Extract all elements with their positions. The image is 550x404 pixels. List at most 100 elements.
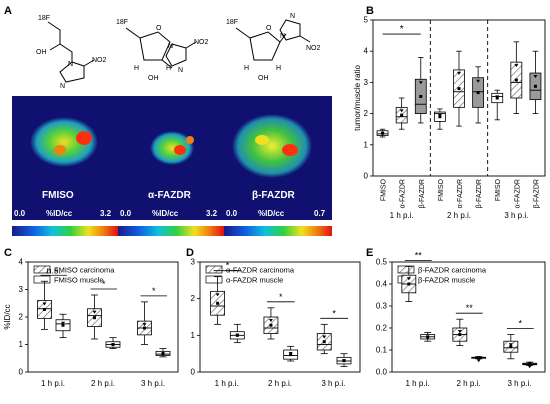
beta-n2: N bbox=[290, 13, 295, 20]
b-frame bbox=[372, 19, 546, 177]
b-box-2-1-mean bbox=[514, 78, 518, 82]
e-ytick-label: 0.5 bbox=[376, 258, 388, 267]
c-box-carcinoma-1-point bbox=[92, 310, 97, 314]
beta-f-label: 18F bbox=[226, 19, 238, 26]
b-category-label: α-FAZDR bbox=[400, 179, 407, 208]
d-ytick-label: 1 bbox=[191, 331, 196, 340]
d-legend-swatch bbox=[205, 265, 223, 274]
d-frame bbox=[199, 261, 361, 373]
b-category-label: β-FAZDR bbox=[419, 179, 426, 208]
d-group-label: 1 h p.i. bbox=[215, 379, 239, 388]
fmiso-image-title: FMISO bbox=[42, 190, 74, 201]
pet-image-beta-fazdr bbox=[224, 96, 332, 236]
alpha-no2: NO2 bbox=[194, 39, 209, 46]
alpha-cbar-max: 3.2 bbox=[206, 209, 218, 218]
d-legend-label: α-FAZDR carcinoma bbox=[226, 266, 295, 275]
beta-no2: NO2 bbox=[306, 45, 321, 52]
e-sig-label: ** bbox=[466, 303, 474, 313]
c-ytick-label: 1 bbox=[19, 340, 24, 349]
c-box-carcinoma-0-point bbox=[42, 302, 47, 306]
fmiso-n1: N bbox=[68, 61, 73, 68]
fmiso-cbar-unit: %ID/cc bbox=[46, 209, 73, 218]
e-legend-swatch bbox=[397, 265, 415, 274]
b-box-1-1-point bbox=[457, 71, 461, 75]
e-group-label: 3 h p.i. bbox=[507, 379, 531, 388]
e-ytick-label: 0.3 bbox=[376, 302, 388, 311]
b-box-1-1-mean bbox=[457, 87, 461, 91]
b-box-1-0-point bbox=[437, 114, 442, 118]
b-category-label: FMISO bbox=[495, 178, 502, 201]
b-box-0-2-point bbox=[418, 81, 423, 85]
d-legend-swatch bbox=[205, 275, 223, 284]
b-ytick-label: 5 bbox=[364, 16, 369, 25]
b-box-2-2-point bbox=[533, 75, 538, 79]
c-legend-label: FMISO muscle bbox=[54, 276, 104, 285]
b-ylabel: tumor/muscle ratio bbox=[353, 65, 362, 131]
beta-cbar-min: 0.0 bbox=[226, 209, 238, 218]
c-group-label: 2 h p.i. bbox=[91, 379, 115, 388]
panel-label-a: A bbox=[4, 5, 12, 17]
fmiso-f-label: 18F bbox=[38, 15, 50, 22]
b-box-0-2-mean bbox=[419, 94, 423, 98]
c-sig-label: n.s. bbox=[46, 265, 61, 275]
b-category-label: β-FAZDR bbox=[533, 179, 540, 208]
alpha-cbar-min: 0.0 bbox=[120, 209, 132, 218]
alpha-f-label: 18F bbox=[116, 19, 128, 26]
e-legend-label: β-FAZDR carcinoma bbox=[418, 266, 487, 275]
b-box-2-0-point bbox=[495, 95, 500, 99]
pet-image-alpha-fazdr bbox=[118, 96, 224, 236]
d-sig-label: * bbox=[332, 308, 336, 318]
b-box-0-1-mean bbox=[400, 113, 404, 117]
b-category-label: FMISO bbox=[381, 178, 388, 201]
b-group-label: 3 h p.i. bbox=[504, 211, 528, 220]
c-ytick-label: 0 bbox=[19, 368, 24, 377]
beta-o: O bbox=[266, 25, 272, 32]
b-group-label: 2 h p.i. bbox=[447, 211, 471, 220]
b-group-label: 1 h p.i. bbox=[390, 211, 414, 220]
d-ytick-label: 2 bbox=[191, 294, 196, 303]
beta-image-title: β-FAZDR bbox=[252, 190, 296, 201]
e-group-label: 1 h p.i. bbox=[405, 379, 429, 388]
d-sig-label: * bbox=[279, 292, 283, 302]
alpha-n1: N bbox=[168, 43, 173, 50]
c-box-carcinoma-2-point bbox=[142, 323, 147, 327]
b-sig-label: * bbox=[400, 24, 404, 35]
c-box-carcinoma-2-mean bbox=[143, 326, 146, 330]
d-box-muscle-0-point bbox=[235, 333, 240, 337]
e-box-carcinoma-2-mean bbox=[509, 345, 513, 349]
beta-h1: H bbox=[244, 65, 249, 72]
c-box-muscle-1-point bbox=[111, 343, 115, 347]
panel-label-e: E bbox=[366, 247, 373, 259]
e-box-muscle-1-mean bbox=[477, 356, 481, 360]
alpha-o: O bbox=[156, 25, 162, 32]
e-box-muscle-2-mean bbox=[528, 362, 532, 366]
b-ytick-label: 3 bbox=[364, 78, 369, 87]
e-group-label: 2 h p.i. bbox=[456, 379, 480, 388]
d-box-carcinoma-0-mean bbox=[216, 301, 220, 305]
d-box-carcinoma-2-mean bbox=[322, 340, 326, 344]
alpha-oh: OH bbox=[148, 75, 159, 82]
d-group-label: 2 h p.i. bbox=[268, 379, 292, 388]
e-box-carcinoma-1-mean bbox=[458, 333, 462, 337]
beta-cbar-max: 0.7 bbox=[314, 209, 326, 218]
e-box-carcinoma-2-point bbox=[508, 343, 513, 347]
e-legend-label: β-FAZDR muscle bbox=[418, 276, 475, 285]
e-ytick-label: 0.4 bbox=[376, 280, 388, 289]
fmiso-cbar-max: 3.2 bbox=[100, 209, 112, 218]
e-frame bbox=[391, 261, 546, 373]
d-box-carcinoma-1-point bbox=[268, 319, 273, 322]
d-ytick-label: 3 bbox=[191, 258, 196, 267]
beta-n1: N bbox=[280, 33, 285, 40]
c-group-label: 1 h p.i. bbox=[41, 379, 65, 388]
pet-image-fmiso bbox=[12, 96, 118, 236]
c-group-label: 3 h p.i. bbox=[141, 379, 165, 388]
d-sig-label: * bbox=[226, 261, 230, 271]
e-box-muscle-0-point bbox=[425, 336, 430, 340]
beta-cbar-unit: %ID/cc bbox=[258, 209, 285, 218]
d-box-muscle-2-point bbox=[342, 359, 346, 363]
chart-layer: 0 1 2 3 4 5 tumor/muscle ratio 1 h p.i. FMISO α-F… bbox=[3, 16, 546, 388]
b-ytick-label: 4 bbox=[364, 47, 369, 56]
fmiso-n2: N bbox=[60, 83, 65, 90]
alpha-cbar-unit: %ID/cc bbox=[152, 209, 179, 218]
c-sig-label: * bbox=[102, 279, 106, 289]
